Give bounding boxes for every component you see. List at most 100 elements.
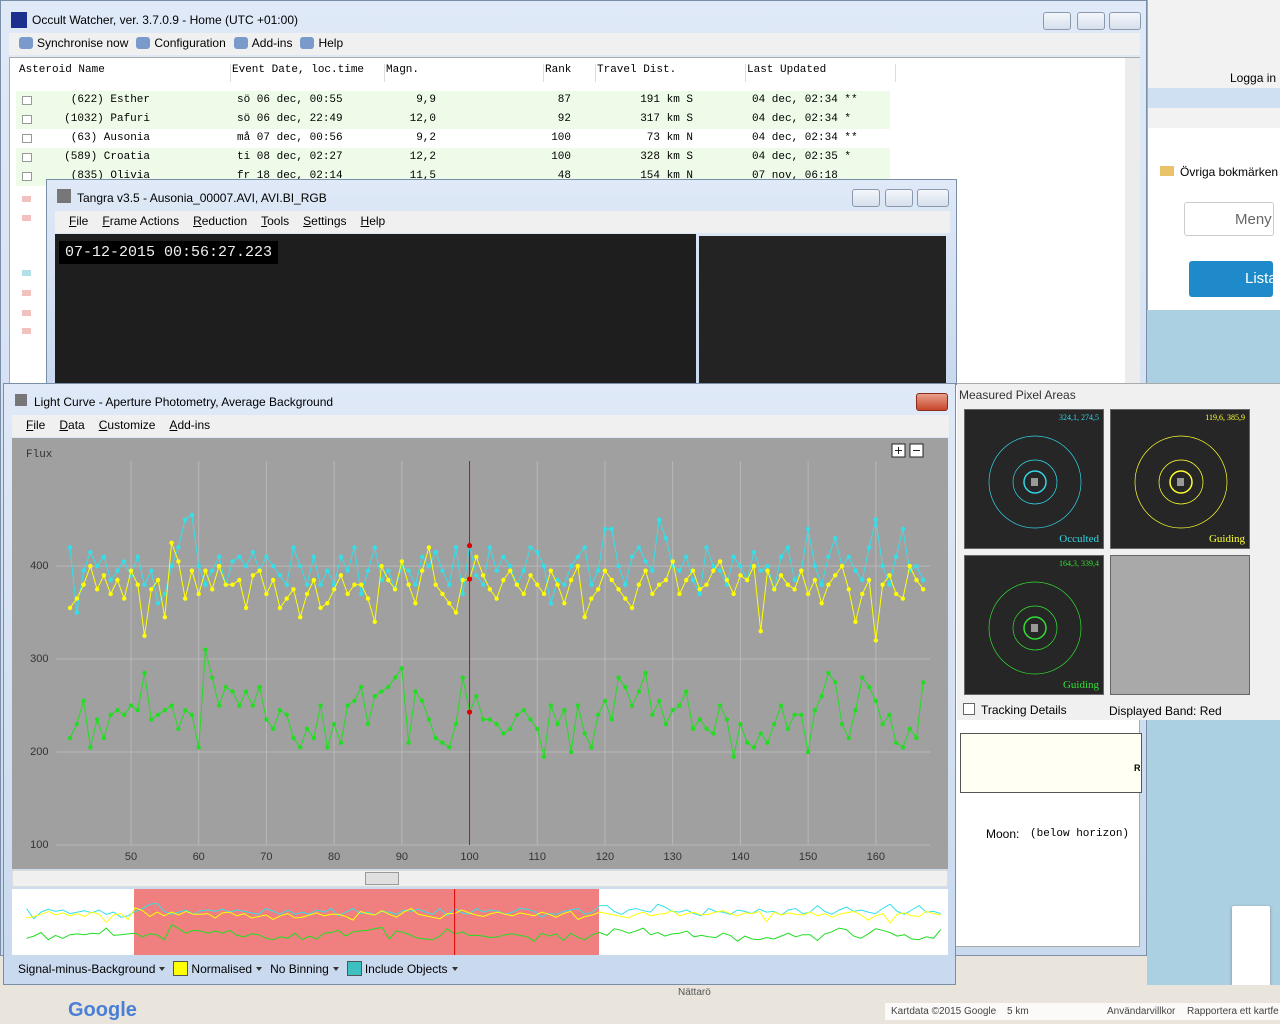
toolbar-button[interactable]: Add-ins <box>233 36 292 50</box>
minimize[interactable] <box>852 189 880 207</box>
menu-item[interactable]: Data <box>59 418 85 432</box>
video-frame: 07-12-2015 00:56:27.223 <box>55 234 696 386</box>
minimize[interactable] <box>1043 12 1071 30</box>
checkbox[interactable] <box>22 134 32 143</box>
data-point <box>447 745 452 750</box>
details-label: R <box>1134 763 1141 773</box>
checkbox[interactable] <box>22 96 32 105</box>
data-point <box>250 703 256 708</box>
data-point <box>182 707 188 713</box>
data-point <box>521 707 526 713</box>
data-point <box>697 717 702 722</box>
menu-item[interactable]: Settings <box>303 214 347 228</box>
menu-item[interactable]: File <box>26 418 46 432</box>
dropdown[interactable]: Include Objects <box>346 961 458 976</box>
toolbar-button[interactable]: Synchronise now <box>19 36 128 50</box>
event-row[interactable]: (1032) Pafuri sö 06 dec, 22:49 12,0 92 317 k… <box>16 110 890 129</box>
menu-button[interactable]: Meny <box>1184 202 1274 236</box>
data-point <box>616 563 621 569</box>
list-button[interactable]: Lista <box>1189 261 1277 297</box>
star <box>1031 624 1038 632</box>
column-header[interactable]: Magn. <box>385 64 544 82</box>
cell: sö 06 dec, 22:49 <box>237 113 343 125</box>
data-point <box>772 721 777 727</box>
cell: 87 <box>557 94 571 106</box>
column-header[interactable]: Event Date, loc.time <box>231 64 385 82</box>
row-marker <box>22 196 31 202</box>
aperture-ring <box>1023 470 1047 494</box>
data-point <box>893 591 899 597</box>
icon <box>19 37 33 49</box>
cell: 191 km S <box>640 94 693 106</box>
zoom-frame <box>699 236 946 386</box>
checkbox[interactable] <box>22 172 32 181</box>
login-link[interactable]: Logga in <box>1230 71 1277 85</box>
data-point <box>101 735 107 741</box>
checkbox[interactable] <box>22 115 32 124</box>
data-point <box>223 684 228 690</box>
bookmarks[interactable]: Övriga bokmärken <box>1160 165 1280 185</box>
event-row[interactable]: (63) Ausonia må 07 dec, 00:56 9,2 100 73 km … <box>16 129 890 148</box>
toolbar-button[interactable]: Help <box>300 36 343 50</box>
data-point <box>359 684 364 690</box>
data-point <box>359 591 364 597</box>
menu-item[interactable]: Tools <box>261 214 290 228</box>
close[interactable] <box>917 189 949 207</box>
column-header[interactable]: Travel Dist. <box>596 64 746 82</box>
data-point <box>210 568 215 573</box>
event-row[interactable]: (622) Esther sö 06 dec, 00:55 9,9 87 191 km … <box>16 91 890 110</box>
event-row[interactable]: (589) Croatia ti 08 dec, 02:27 12,2 100 328 … <box>16 148 890 167</box>
dropdown-label: Signal-minus-Background <box>18 962 156 976</box>
menu-item[interactable]: File <box>69 214 89 228</box>
menu-item[interactable]: Add-ins <box>169 418 211 432</box>
menu-item[interactable]: Reduction <box>193 214 248 228</box>
data-point <box>277 707 283 713</box>
data-point <box>677 568 682 573</box>
zoom-control[interactable] <box>1232 906 1270 986</box>
data-point <box>778 703 784 708</box>
toolbar-label: Synchronise now <box>37 36 129 50</box>
column-header[interactable]: Last Updated <box>746 64 896 82</box>
data-point <box>426 563 432 569</box>
data-point <box>122 712 127 718</box>
data-point <box>501 731 506 736</box>
menu-item[interactable]: Help <box>360 214 386 228</box>
scrollbar[interactable] <box>12 870 948 887</box>
data-point <box>487 587 493 592</box>
dropdown[interactable]: No Binning <box>270 962 339 976</box>
aperture-ring <box>1012 605 1058 651</box>
data-point <box>900 745 906 750</box>
tracking-checkbox[interactable] <box>963 703 975 715</box>
data-point <box>392 675 398 680</box>
toolbar-button[interactable]: Configuration <box>136 36 226 50</box>
menu-item[interactable]: Frame Actions <box>102 214 180 228</box>
swatch <box>173 961 189 976</box>
maximize[interactable] <box>1077 12 1105 30</box>
data-point <box>494 596 499 601</box>
column-header[interactable]: Rank <box>544 64 596 82</box>
data-point <box>826 582 831 587</box>
dropdown[interactable]: Signal-minus-Background <box>18 962 166 976</box>
maximize[interactable] <box>885 189 913 207</box>
data-point <box>663 535 669 541</box>
data-point <box>853 568 858 573</box>
data-point <box>507 563 513 569</box>
data-point <box>460 591 465 597</box>
data-point <box>751 549 757 555</box>
column-header[interactable]: Asteroid Name <box>18 64 231 82</box>
data-point <box>440 568 445 573</box>
cell: 100 <box>551 151 571 163</box>
data-point <box>182 517 188 522</box>
data-point <box>893 554 899 559</box>
data-point <box>697 591 702 597</box>
dropdown[interactable]: Normalised <box>173 961 263 976</box>
data-point <box>94 717 100 722</box>
data-point <box>338 573 344 578</box>
data-point <box>860 577 865 583</box>
data-point <box>758 628 763 634</box>
map: Google Nättarö Kartdata ©2015 Google 5 km… <box>0 985 1280 1024</box>
close[interactable] <box>916 393 948 411</box>
close[interactable] <box>1109 12 1141 30</box>
checkbox[interactable] <box>22 153 32 162</box>
menu-item[interactable]: Customize <box>98 418 156 432</box>
